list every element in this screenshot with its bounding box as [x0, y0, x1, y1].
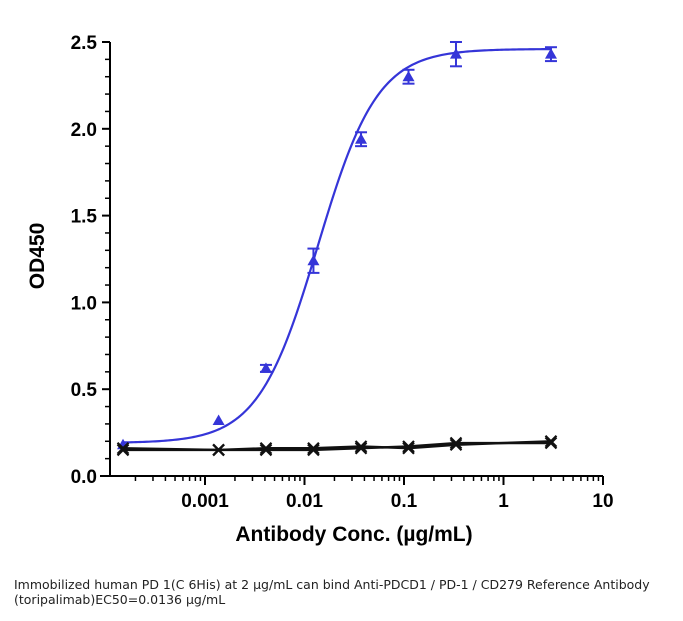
y-tick-label: 2.0 — [71, 120, 97, 141]
data-point — [213, 414, 225, 425]
chart-plot-area — [117, 42, 557, 455]
series-1 — [117, 42, 557, 449]
fit-curve — [123, 49, 551, 442]
y-tick-label: 2.5 — [71, 33, 98, 54]
data-point — [403, 71, 415, 82]
figure-caption: Immobilized human PD 1(C 6His) at 2 µg/m… — [14, 577, 674, 607]
chart: 0.00.51.01.52.02.50.001 0.01 0.1 1 10 OD450 … — [0, 0, 683, 575]
y-tick-label: 1.0 — [71, 293, 97, 314]
x-tick-label: 0.001 — [181, 491, 229, 512]
x-tick-label: 1 — [498, 491, 509, 512]
y-tick-label: 1.5 — [71, 207, 98, 228]
y-tick-label: 0.5 — [71, 380, 98, 401]
x-axis-title: Antibody Conc. (µg/mL) — [235, 523, 472, 546]
x-tick-label: 10 — [592, 491, 613, 512]
data-point — [307, 255, 319, 266]
y-axis-title: OD450 — [26, 223, 49, 290]
y-tick-label: 0.0 — [71, 467, 97, 488]
chart-axes: 0.0 0.5 1.0 1.5 2.0 2.5 0.001 0.01 0.1 1 10 — [71, 33, 614, 512]
x-tick-label: 0.1 — [391, 491, 418, 512]
x-tick-label: 0.01 — [286, 491, 323, 512]
